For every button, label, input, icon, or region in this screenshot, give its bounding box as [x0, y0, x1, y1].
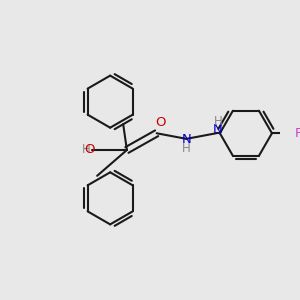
- Text: O: O: [84, 143, 94, 157]
- Text: N: N: [213, 123, 223, 136]
- Text: N: N: [182, 133, 191, 146]
- Text: O: O: [155, 116, 166, 129]
- Text: H: H: [214, 115, 222, 128]
- Text: H: H: [182, 142, 191, 154]
- Text: F: F: [294, 127, 300, 140]
- Text: H: H: [82, 143, 91, 157]
